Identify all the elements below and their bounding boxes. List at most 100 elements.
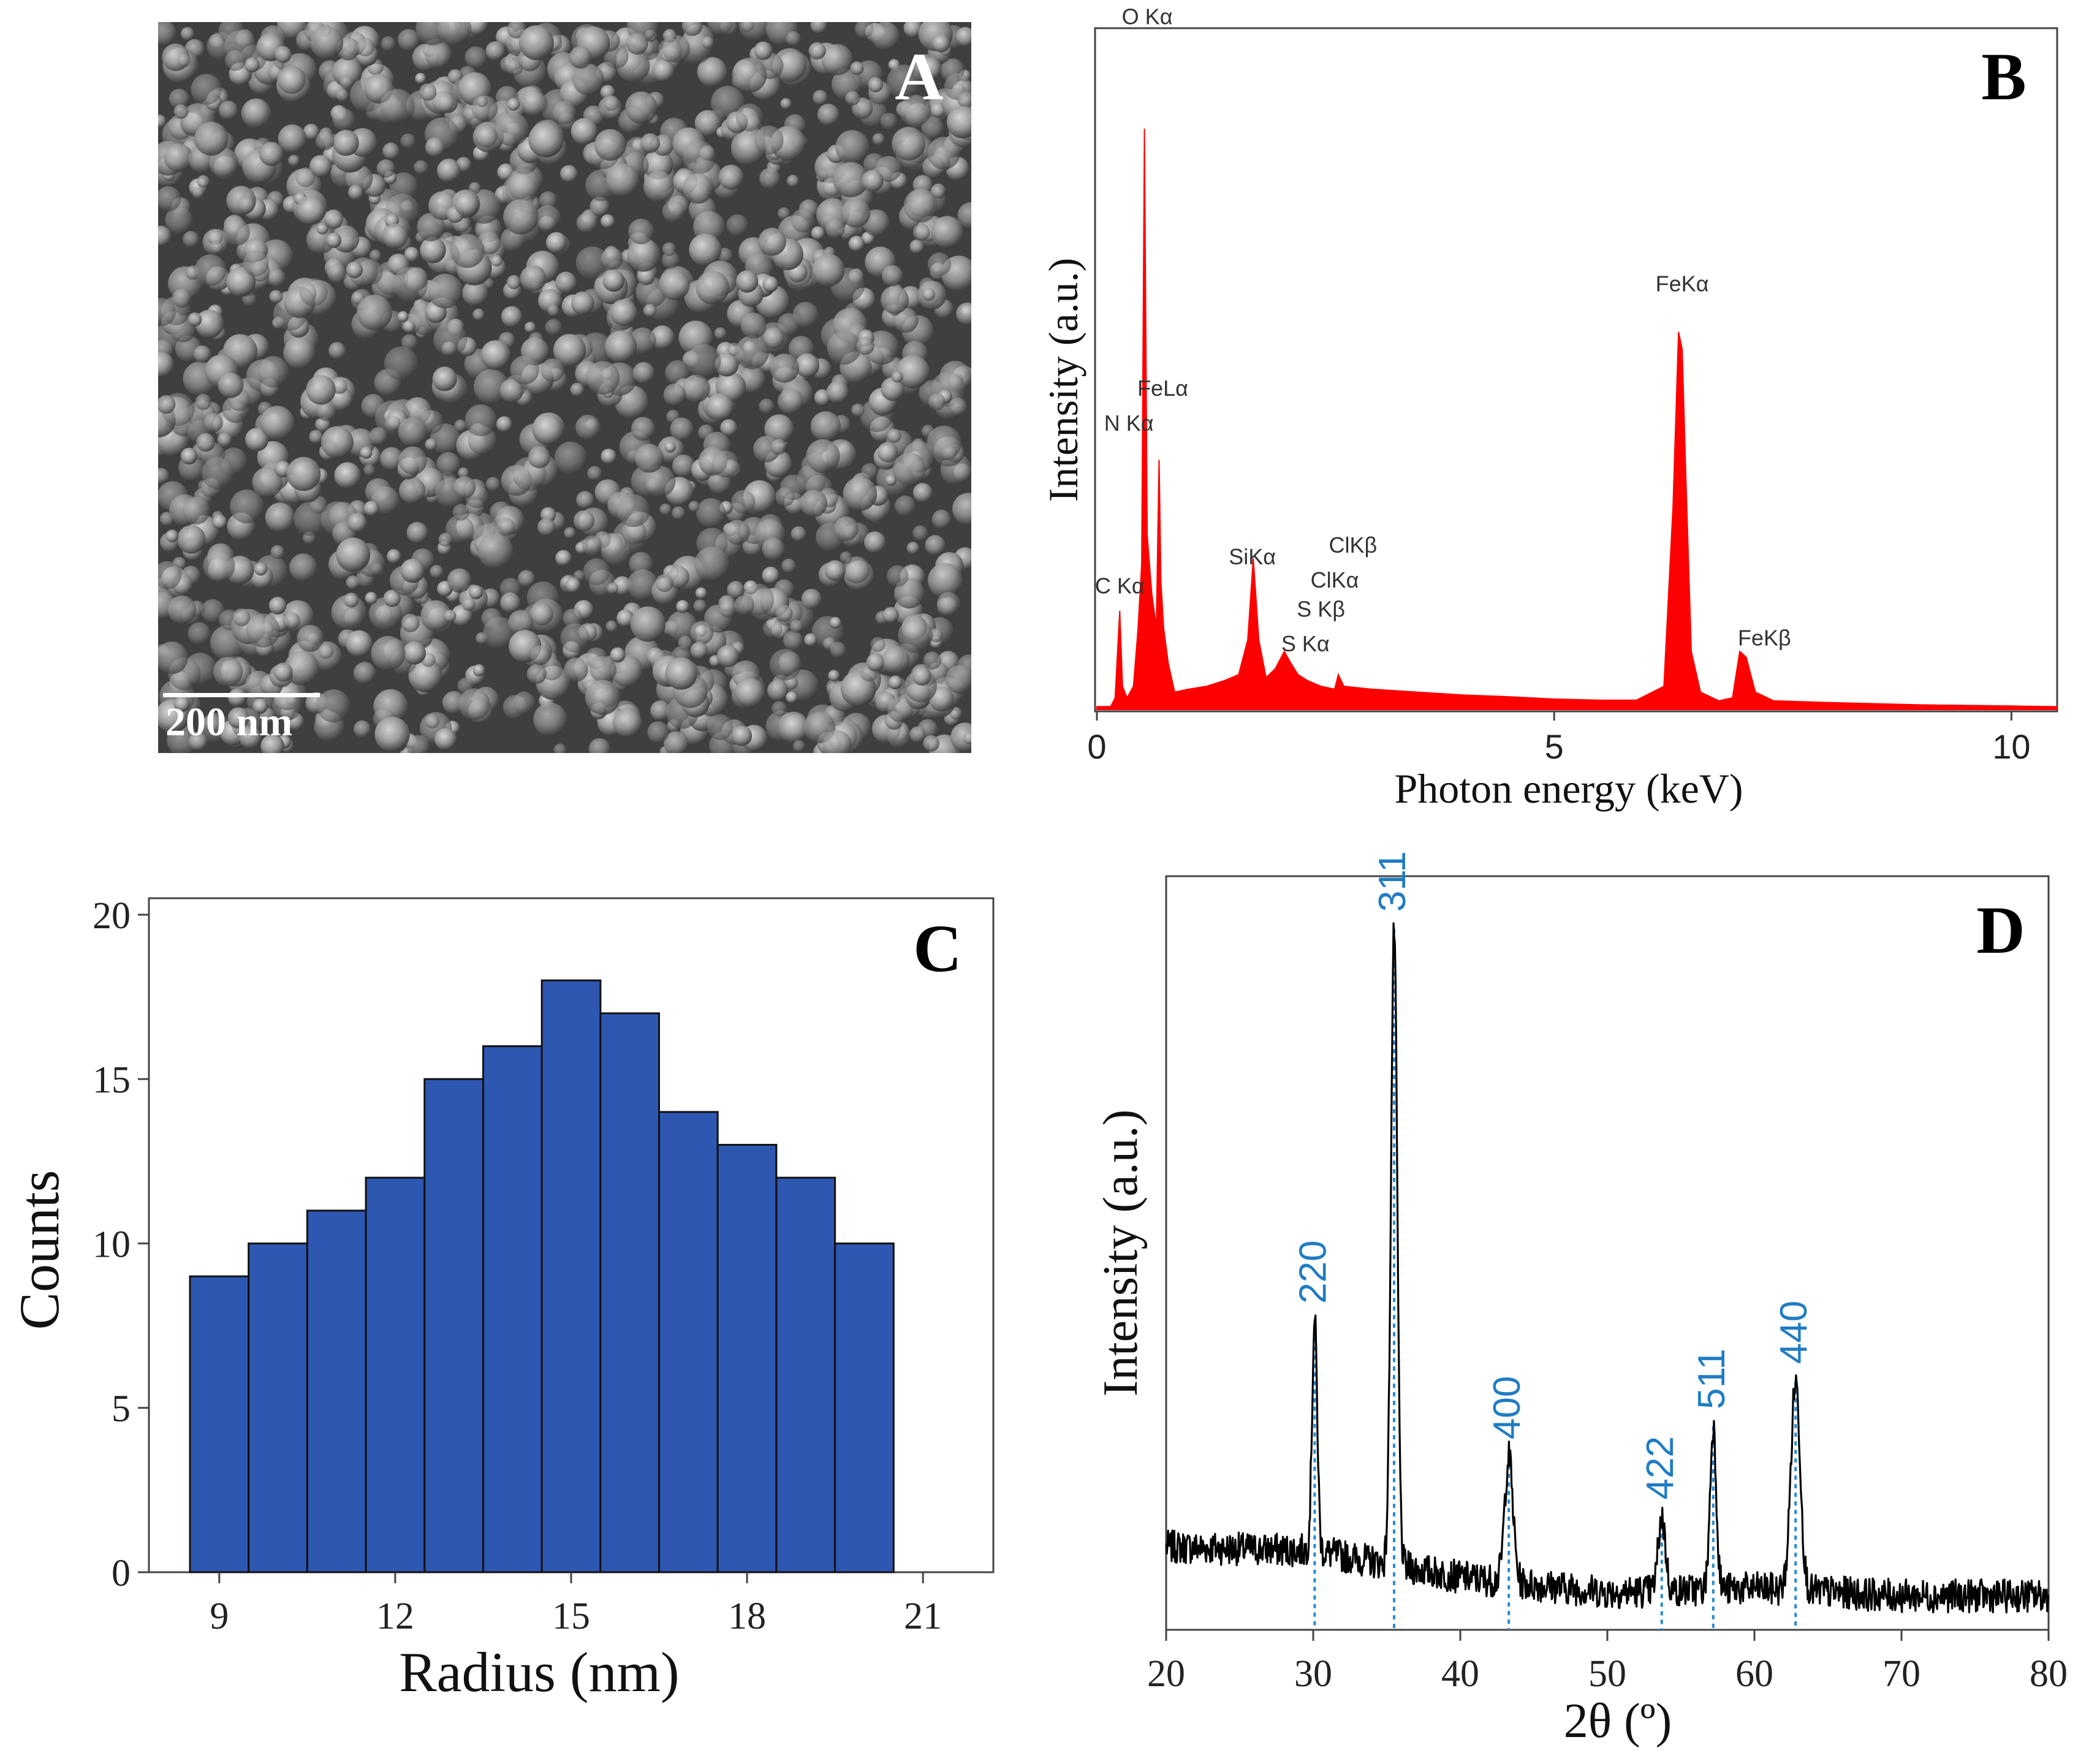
sem-particle xyxy=(956,302,971,325)
sem-particle xyxy=(826,380,849,403)
sem-particle xyxy=(275,46,292,63)
sem-particle xyxy=(303,124,320,140)
sem-particle xyxy=(601,449,616,464)
sem-particle xyxy=(473,369,509,404)
sem-particle xyxy=(909,726,926,743)
xrd-peak-label: 220 xyxy=(1292,1240,1334,1303)
sem-particle xyxy=(781,558,796,573)
sem-particle xyxy=(727,581,745,599)
sem-particle xyxy=(545,319,562,336)
xrd-peak-markers xyxy=(1313,929,1797,1630)
sem-particle xyxy=(570,382,585,397)
sem-particle xyxy=(763,618,783,638)
sem-particle xyxy=(806,439,840,474)
sem-particle xyxy=(758,227,786,256)
sem-particle xyxy=(605,163,640,197)
sem-particle xyxy=(664,441,676,453)
sem-particle xyxy=(165,206,193,235)
sem-particle xyxy=(827,331,861,365)
sem-particle xyxy=(503,199,539,235)
sem-particle xyxy=(734,595,754,616)
sem-particle xyxy=(213,657,243,687)
sem-particle xyxy=(289,553,317,581)
sem-particle xyxy=(225,50,246,71)
sem-particle xyxy=(650,700,671,721)
sem-particle xyxy=(173,695,190,712)
sem-particle xyxy=(158,467,169,484)
sem-particle xyxy=(553,334,586,367)
sem-particle xyxy=(398,417,427,447)
sem-particle xyxy=(177,525,206,554)
sem-particle xyxy=(627,569,659,600)
sem-particle xyxy=(594,129,626,161)
sem-particle xyxy=(265,502,295,532)
sem-particle xyxy=(483,616,515,649)
sem-particle xyxy=(539,191,557,210)
sem-particle xyxy=(288,154,300,167)
histogram-bar xyxy=(540,979,602,1573)
sem-particle xyxy=(226,267,256,297)
sem-particle xyxy=(277,66,306,94)
sem-particle xyxy=(381,36,396,51)
sem-particle xyxy=(881,377,905,401)
sem-particle xyxy=(353,662,376,684)
sem-particle xyxy=(927,137,960,170)
sem-particle xyxy=(195,309,224,338)
sem-particle xyxy=(462,280,488,306)
sem-particle xyxy=(382,142,400,160)
sem-particle xyxy=(560,165,578,183)
sem-particle xyxy=(690,621,714,645)
sem-particle xyxy=(856,336,874,355)
eds-peak-label: ClKα xyxy=(1311,567,1359,592)
sem-particle xyxy=(714,327,727,339)
sem-particle xyxy=(560,623,590,653)
sem-particle xyxy=(963,732,971,744)
eds-peak-label: ClKβ xyxy=(1329,532,1378,558)
sem-particle xyxy=(835,130,870,164)
sem-particle xyxy=(461,597,476,611)
sem-particle xyxy=(640,133,661,153)
sem-particle xyxy=(764,414,794,444)
xrd-plot-frame xyxy=(1165,875,2050,1631)
sem-particle xyxy=(432,366,457,392)
sem-particle xyxy=(569,46,592,69)
sem-particle xyxy=(585,679,621,715)
sem-particle xyxy=(792,301,819,328)
histogram-bar xyxy=(775,1176,836,1573)
panel-a-sem: 200 nm A xyxy=(158,22,971,753)
sem-particle xyxy=(775,487,795,507)
sem-particle xyxy=(814,389,831,406)
sem-particle xyxy=(601,535,632,566)
sem-particle xyxy=(811,254,845,287)
sem-particle xyxy=(357,295,393,330)
sem-particle xyxy=(795,353,819,378)
sem-particle xyxy=(401,613,420,632)
sem-particle xyxy=(670,417,694,441)
sem-particle xyxy=(432,91,455,113)
sem-particle xyxy=(786,691,798,703)
sem-particle xyxy=(246,613,280,648)
sem-particle xyxy=(180,447,198,465)
sem-particle xyxy=(403,320,415,333)
sem-particle xyxy=(630,606,666,642)
sem-particle xyxy=(425,714,440,729)
sem-particle xyxy=(694,547,730,581)
sem-particle xyxy=(227,707,249,729)
eds-y-axis-label: Intensity (a.u.) xyxy=(1040,258,1086,502)
sem-particle xyxy=(425,42,451,69)
sem-particle xyxy=(203,550,235,582)
sem-particle xyxy=(885,474,897,486)
histogram-bar xyxy=(423,1078,484,1573)
sem-particle xyxy=(770,439,787,455)
sem-particle xyxy=(332,57,362,87)
sem-particle xyxy=(278,124,307,153)
sem-particle xyxy=(718,248,733,263)
sem-particle xyxy=(230,490,264,524)
sem-particle xyxy=(659,503,672,516)
sem-particle xyxy=(590,656,616,683)
sem-particle xyxy=(533,702,567,736)
sem-particle xyxy=(868,77,884,93)
sem-particle xyxy=(583,558,610,586)
sem-particle xyxy=(882,646,910,674)
sem-particle xyxy=(164,143,193,172)
